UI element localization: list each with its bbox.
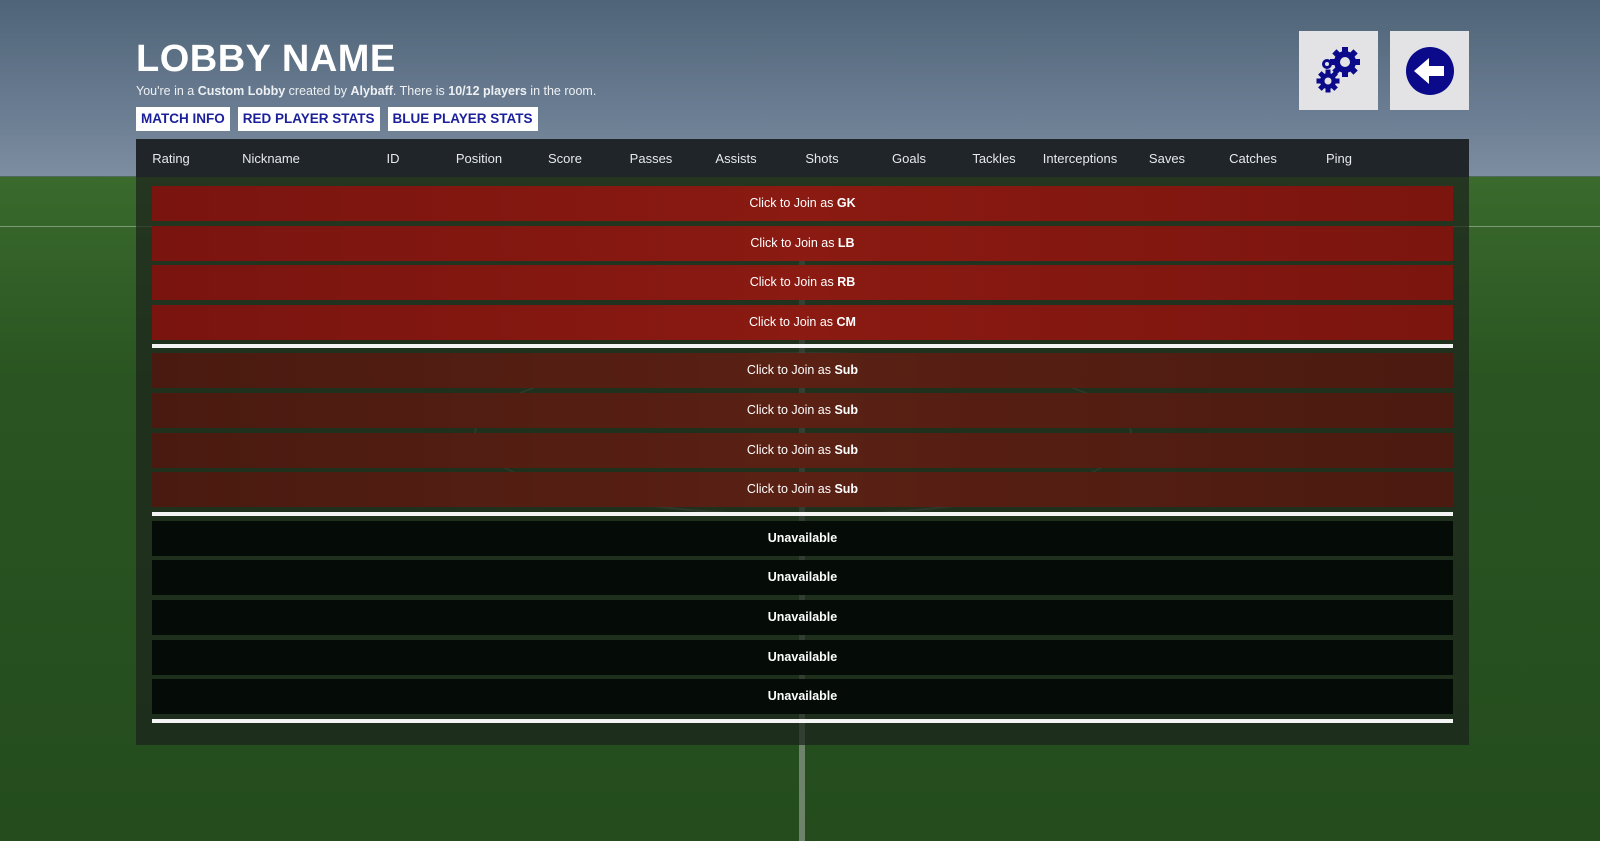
join-label: Click to Join as bbox=[749, 314, 837, 329]
column-catches[interactable]: Catches bbox=[1229, 151, 1277, 166]
join-slot-rb[interactable]: Click to Join as RB bbox=[152, 265, 1453, 301]
column-nickname[interactable]: Nickname bbox=[242, 151, 300, 166]
slot-position: GK bbox=[836, 196, 856, 210]
column-score[interactable]: Score bbox=[548, 151, 582, 166]
subtitle-text: in the room. bbox=[526, 84, 597, 98]
column-assists[interactable]: Assists bbox=[715, 151, 757, 166]
player-count: 10/12 players bbox=[448, 84, 527, 98]
slot-position: CM bbox=[836, 314, 856, 329]
join-label: Click to Join as bbox=[746, 482, 835, 497]
slot-position: Sub bbox=[834, 363, 859, 378]
unavailable-slot: Unavailable bbox=[152, 639, 1453, 675]
column-ping[interactable]: Ping bbox=[1325, 151, 1353, 166]
tab-red-player-stats[interactable]: RED PLAYER STATS bbox=[237, 107, 380, 131]
slot-position: Sub bbox=[834, 482, 859, 497]
column-tackles[interactable]: Tackles bbox=[972, 151, 1016, 166]
lobby-header: LOBBY NAME You're in a Custom Lobby crea… bbox=[136, 36, 596, 98]
column-passes[interactable]: Passes bbox=[629, 151, 673, 166]
join-slot-cm[interactable]: Click to Join as CM bbox=[152, 304, 1453, 340]
slot-position: LB bbox=[837, 235, 855, 250]
tab-blue-player-stats[interactable]: BLUE PLAYER STATS bbox=[387, 107, 538, 131]
join-slot-sub[interactable]: Click to Join as Sub bbox=[152, 432, 1453, 468]
join-slot-sub[interactable]: Click to Join as Sub bbox=[152, 353, 1453, 389]
column-saves[interactable]: Saves bbox=[1148, 151, 1186, 166]
subtitle-text: created by bbox=[285, 84, 351, 98]
lobby-tabs: MATCH INFO RED PLAYER STATS BLUE PLAYER … bbox=[136, 107, 538, 131]
unavailable-slot: Unavailable bbox=[152, 520, 1453, 556]
lobby-creator: Alybaff bbox=[350, 84, 393, 98]
unavailable-slot: Unavailable bbox=[152, 679, 1453, 715]
column-position[interactable]: Position bbox=[455, 151, 503, 166]
slot-position: Sub bbox=[834, 402, 859, 417]
tab-match-info[interactable]: MATCH INFO bbox=[136, 107, 230, 131]
join-slot-sub[interactable]: Click to Join as Sub bbox=[152, 392, 1453, 428]
column-interceptions[interactable]: Interceptions bbox=[1042, 151, 1118, 166]
unavailable-slot: Unavailable bbox=[152, 560, 1453, 596]
join-slot-sub[interactable]: Click to Join as Sub bbox=[152, 472, 1453, 508]
join-label: Click to Join as bbox=[749, 196, 837, 210]
join-label: Click to Join as bbox=[746, 363, 835, 378]
section-divider bbox=[152, 344, 1453, 349]
subtitle-text: You're in a bbox=[136, 84, 198, 98]
settings-button[interactable] bbox=[1299, 31, 1378, 110]
lobby-title: LOBBY NAME bbox=[136, 38, 396, 80]
column-id[interactable]: ID bbox=[386, 151, 400, 166]
stats-column-header: Rating Nickname ID Position Score Passes… bbox=[136, 139, 1469, 177]
section-divider bbox=[152, 718, 1453, 723]
join-slot-gk[interactable]: Click to Join as GK bbox=[152, 186, 1453, 221]
lobby-panel: Rating Nickname ID Position Score Passes… bbox=[136, 139, 1469, 745]
join-label: Click to Join as bbox=[750, 235, 838, 250]
column-shots[interactable]: Shots bbox=[805, 151, 839, 166]
join-label: Click to Join as bbox=[746, 442, 835, 457]
slot-list: Click to Join as GK Click to Join as LB … bbox=[152, 186, 1453, 728]
lobby-subtitle: You're in a Custom Lobby created by Alyb… bbox=[136, 84, 596, 98]
unavailable-slot: Unavailable bbox=[152, 599, 1453, 635]
join-label: Click to Join as bbox=[749, 275, 838, 290]
slot-position: Sub bbox=[834, 442, 859, 457]
subtitle-text: . There is bbox=[392, 84, 449, 98]
lobby-type: Custom Lobby bbox=[197, 84, 286, 98]
section-divider bbox=[152, 511, 1453, 516]
gears-icon bbox=[1316, 46, 1360, 92]
join-slot-lb[interactable]: Click to Join as LB bbox=[152, 225, 1453, 261]
back-button[interactable] bbox=[1390, 31, 1469, 110]
slot-position: RB bbox=[837, 275, 856, 290]
join-label: Click to Join as bbox=[746, 402, 835, 417]
column-rating[interactable]: Rating bbox=[152, 151, 190, 166]
column-goals[interactable]: Goals bbox=[892, 151, 926, 166]
arrow-left-icon bbox=[1405, 46, 1454, 95]
